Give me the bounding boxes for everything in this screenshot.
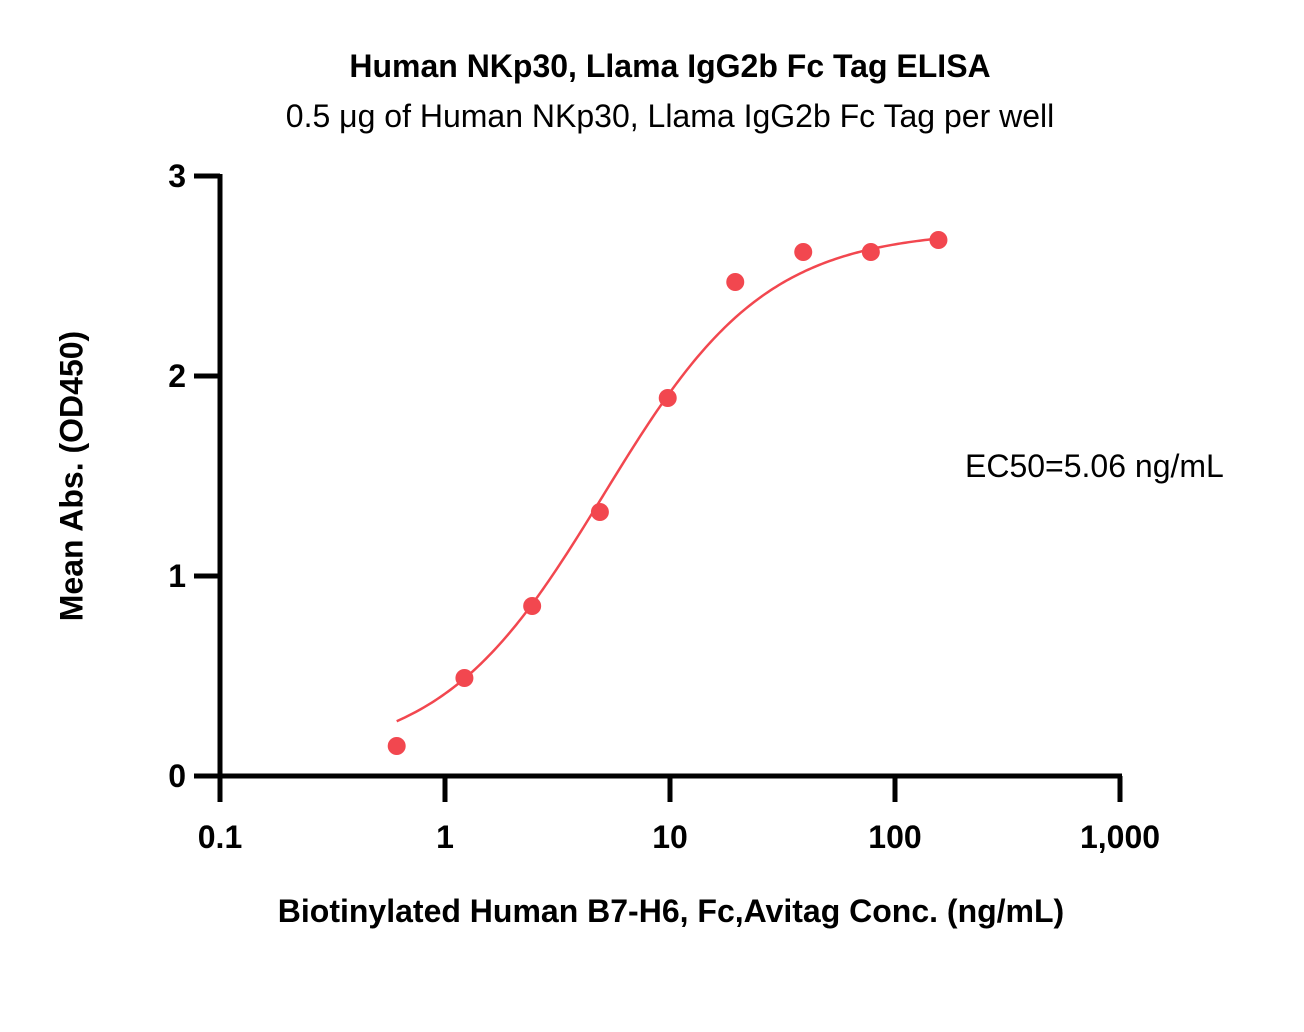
x-tick-label: 0.1 xyxy=(198,819,242,855)
x-tick-label: 100 xyxy=(868,819,921,855)
data-point xyxy=(523,597,542,615)
y-tick-label: 1 xyxy=(168,558,186,594)
data-point xyxy=(929,231,948,249)
fit-curve xyxy=(396,237,939,723)
data-point xyxy=(726,273,745,291)
x-tick-label: 1,000 xyxy=(1080,819,1160,855)
chart-subtitle: 0.5 μg of Human NKp30, Llama IgG2b Fc Ta… xyxy=(285,98,1055,134)
data-point xyxy=(590,503,609,521)
x-tick-label: 1 xyxy=(436,819,454,855)
data-point xyxy=(794,243,813,261)
x-tick-label: 10 xyxy=(652,819,688,855)
data-point xyxy=(658,389,677,407)
y-tick-label: 2 xyxy=(168,358,186,394)
x-axis-label: Biotinylated Human B7-H6, Fc,Avitag Conc… xyxy=(277,893,1065,929)
ec50-annotation: EC50=5.06 ng/mL xyxy=(965,448,1224,484)
y-tick-label: 3 xyxy=(168,158,186,194)
data-point xyxy=(455,669,474,687)
data-point xyxy=(387,737,406,755)
chart-title: Human NKp30, Llama IgG2b Fc Tag ELISA xyxy=(349,48,991,84)
data-point xyxy=(861,243,880,261)
y-tick-label: 0 xyxy=(168,758,186,794)
